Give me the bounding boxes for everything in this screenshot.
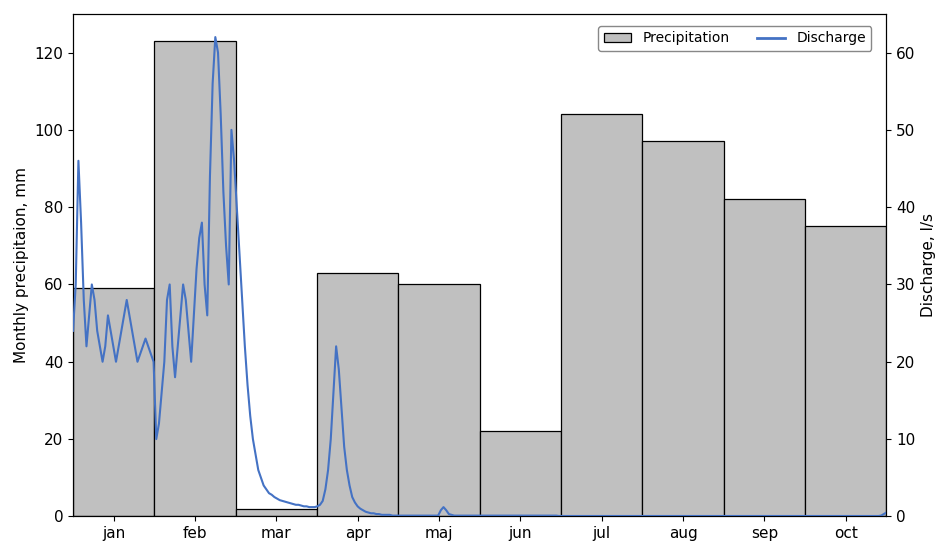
Bar (73, 289, 155, 516)
Bar (155, 41, 236, 516)
Bar (805, 226, 886, 516)
Bar (236, 509, 317, 516)
Bar (480, 431, 561, 516)
Bar (398, 285, 480, 516)
Y-axis label: Discharge, l/s: Discharge, l/s (922, 213, 936, 317)
Bar (317, 273, 398, 516)
Bar (724, 199, 805, 516)
Bar (642, 142, 724, 516)
Legend: Precipitation, Discharge: Precipitation, Discharge (598, 26, 871, 51)
Y-axis label: Monthly precipitaion, mm: Monthly precipitaion, mm (14, 167, 28, 363)
Bar (561, 114, 642, 516)
